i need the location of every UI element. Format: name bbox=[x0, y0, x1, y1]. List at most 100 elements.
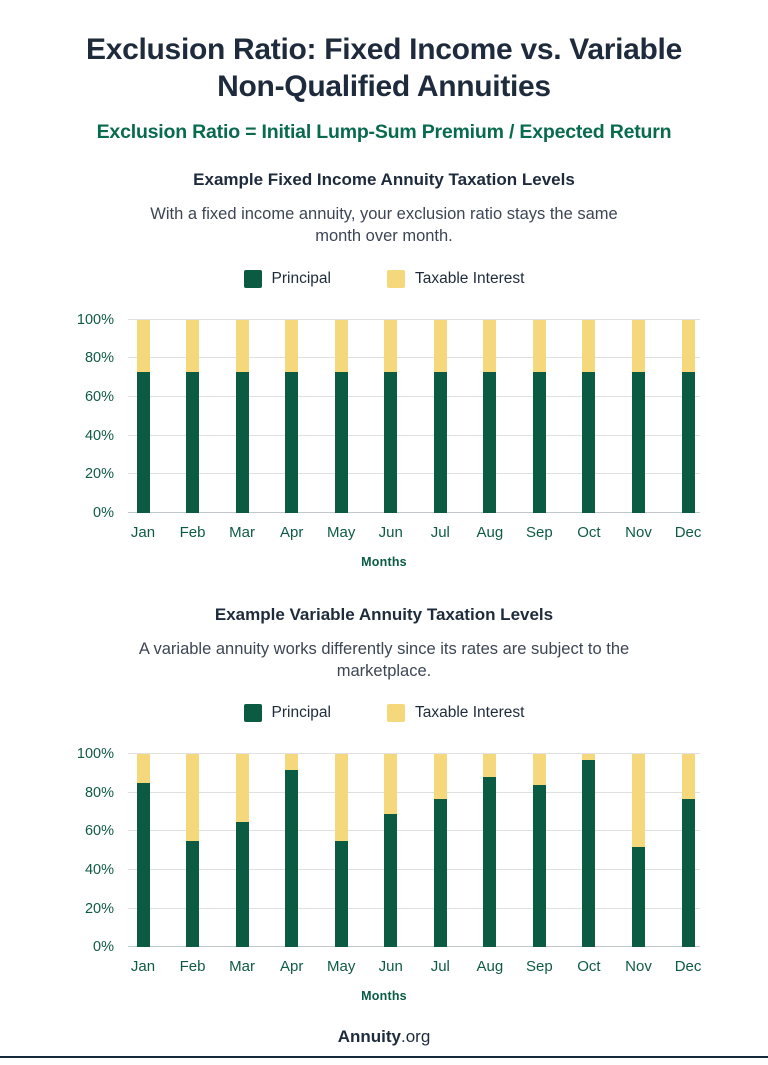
plot-area: 0% 20% 40% 60% 80% 100% Jan Feb Mar Apr May Jun Jul A… bbox=[77, 312, 701, 541]
principal-segment bbox=[384, 371, 398, 513]
bar-group-jan bbox=[136, 754, 150, 948]
y-axis-label: 40% bbox=[84, 862, 114, 879]
chart-description: A variable annuity works differently sin… bbox=[138, 639, 630, 680]
taxable-interest-segment bbox=[483, 319, 497, 372]
legend-item-principal: Principal bbox=[243, 704, 331, 723]
taxable-interest-segment bbox=[532, 319, 546, 372]
legend-label-taxable-interest: Taxable Interest bbox=[415, 704, 525, 722]
legend-item-taxable-interest: Taxable Interest bbox=[387, 269, 525, 288]
principal-segment bbox=[433, 798, 447, 948]
taxable-interest-segment bbox=[384, 754, 398, 815]
bar-group-jun bbox=[384, 319, 398, 513]
bar-group-nov bbox=[632, 754, 645, 948]
variable-annuity-chart-section: Example Variable Annuity Taxation Levels… bbox=[0, 605, 768, 1004]
bar-group-jun bbox=[384, 754, 398, 948]
principal-segment bbox=[384, 814, 398, 948]
x-axis-label: Sep bbox=[526, 958, 553, 976]
x-axis-label: Aug bbox=[476, 523, 504, 541]
principal-segment bbox=[483, 371, 497, 513]
principal-segment bbox=[235, 371, 249, 513]
taxable-interest-segment bbox=[136, 754, 150, 784]
legend: Principal Taxable Interest bbox=[0, 269, 768, 288]
gridline bbox=[128, 753, 700, 755]
bar-group-jan bbox=[136, 319, 150, 513]
principal-segment bbox=[582, 371, 596, 513]
gridline bbox=[128, 791, 700, 793]
x-axis-label: Feb bbox=[179, 958, 206, 976]
principal-segment bbox=[136, 371, 150, 513]
taxable-interest-segment bbox=[285, 319, 299, 372]
taxable-interest-segment bbox=[632, 319, 645, 372]
bar-group-sep bbox=[532, 319, 546, 513]
gridline bbox=[128, 357, 700, 359]
taxable-interest-segment bbox=[285, 754, 299, 770]
taxable-interest-segment bbox=[433, 319, 447, 372]
principal-segment bbox=[136, 783, 150, 948]
footer-divider bbox=[0, 1056, 768, 1058]
principal-segment bbox=[186, 841, 200, 948]
y-axis-label: 100% bbox=[76, 311, 114, 328]
chart-title: Example Fixed Income Annuity Taxation Le… bbox=[193, 170, 575, 190]
y-axis-label: 100% bbox=[76, 746, 114, 763]
page-title: Exclusion Ratio: Fixed Income vs. Variab… bbox=[86, 33, 682, 103]
plot-area: 0% 20% 40% 60% 80% 100% Jan Feb Mar Apr May Jun Jul A… bbox=[77, 746, 701, 975]
principal-segment bbox=[285, 371, 299, 513]
x-axis-label: Feb bbox=[179, 523, 206, 541]
principal-segment bbox=[285, 769, 299, 948]
taxable-interest-segment bbox=[186, 754, 200, 842]
brand-footer: Annuity.org bbox=[0, 1027, 768, 1047]
taxable-interest-segment bbox=[632, 754, 645, 847]
bar-group-jul bbox=[433, 319, 447, 513]
x-axis-label: Apr bbox=[279, 523, 304, 541]
y-axis-label: 20% bbox=[84, 466, 114, 483]
chart-description: With a fixed income annuity, your exclus… bbox=[150, 205, 618, 246]
bar-group-apr bbox=[285, 754, 299, 948]
principal-segment bbox=[235, 821, 249, 948]
bar-group-dec bbox=[681, 754, 695, 948]
gridline bbox=[128, 318, 700, 320]
gridline bbox=[128, 907, 700, 909]
principal-segment bbox=[483, 777, 497, 948]
bar-group-oct bbox=[582, 319, 596, 513]
x-axis-label: Jul bbox=[430, 523, 450, 541]
x-axis-label: Nov bbox=[625, 958, 652, 976]
taxable-interest-segment bbox=[186, 319, 200, 372]
legend-label-principal: Principal bbox=[271, 269, 331, 287]
principal-segment bbox=[582, 760, 596, 948]
principal-swatch-icon bbox=[243, 704, 262, 723]
gridline bbox=[128, 830, 700, 832]
taxable-interest-segment bbox=[483, 754, 497, 778]
x-axis-label: Sep bbox=[526, 523, 553, 541]
bar-group-may bbox=[334, 319, 348, 513]
principal-segment bbox=[532, 785, 546, 948]
bar-group-nov bbox=[632, 319, 645, 513]
x-axis-label: Aug bbox=[476, 958, 504, 976]
gridline bbox=[128, 434, 700, 436]
x-axis-label: May bbox=[327, 958, 356, 976]
fixed-income-chart-section: Example Fixed Income Annuity Taxation Le… bbox=[0, 170, 768, 569]
bar-group-mar bbox=[235, 754, 249, 948]
taxable-interest-segment bbox=[681, 319, 695, 372]
x-axis-label: Apr bbox=[279, 958, 304, 976]
taxable-interest-segment bbox=[136, 319, 150, 372]
principal-segment bbox=[632, 846, 645, 948]
x-axis-label: Nov bbox=[625, 523, 652, 541]
bar-group-aug bbox=[483, 319, 497, 513]
y-axis-label: 0% bbox=[93, 504, 114, 521]
bar-group-jul bbox=[433, 754, 447, 948]
principal-segment bbox=[186, 371, 200, 513]
x-axis-label: Jul bbox=[430, 958, 450, 976]
gridline bbox=[128, 869, 700, 871]
x-axis-label: Jun bbox=[378, 958, 403, 976]
taxable-interest-segment bbox=[532, 754, 546, 786]
gridline bbox=[128, 946, 700, 948]
x-axis-title: Months bbox=[361, 989, 407, 1004]
taxable-interest-segment bbox=[681, 754, 695, 799]
legend-label-taxable-interest: Taxable Interest bbox=[415, 269, 525, 287]
bar-group-mar bbox=[235, 319, 249, 513]
taxable-interest-segment bbox=[582, 754, 596, 761]
y-axis-label: 0% bbox=[93, 939, 114, 956]
x-axis-label: Dec bbox=[674, 958, 702, 976]
bar-group-aug bbox=[483, 754, 497, 948]
